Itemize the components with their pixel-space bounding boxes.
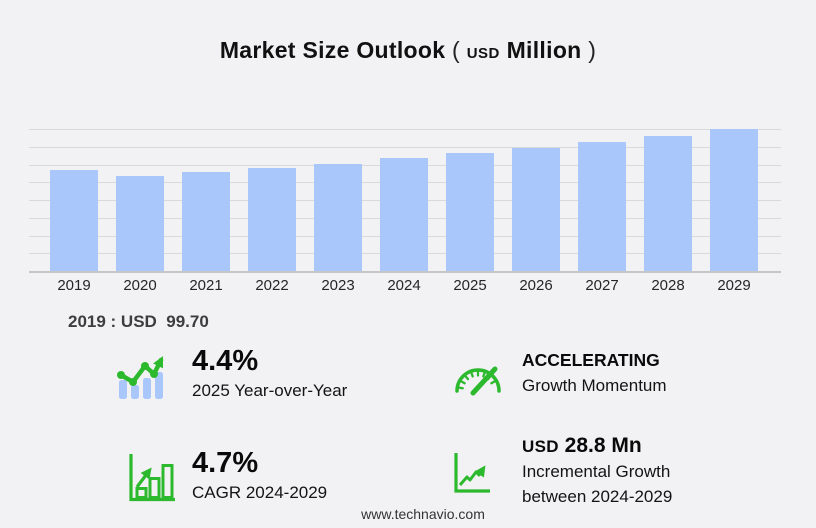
page-title: Market Size Outlook ( USD Million ) <box>0 37 816 64</box>
stat-incremental-growth: USD 28.8 Mn Incremental Growth between 2… <box>452 434 672 509</box>
bar-2021 <box>182 172 230 271</box>
title-main: Market Size Outlook <box>219 37 446 63</box>
incremental-label-line1: Incremental Growth <box>522 462 671 482</box>
x-tick-label: 2023 <box>321 277 355 294</box>
stat-cagr: 4.7% CAGR 2024-2029 <box>124 448 327 506</box>
cagr-label: CAGR 2024-2029 <box>192 483 328 503</box>
gridline <box>29 129 781 130</box>
bar-2026 <box>512 148 560 271</box>
x-tick-label: 2024 <box>387 277 421 294</box>
momentum-label: Growth Momentum <box>522 376 667 395</box>
bar-2022 <box>248 168 296 271</box>
yoy-label: 2025 Year-over-Year <box>192 381 348 401</box>
x-tick-label: 2019 <box>57 277 91 294</box>
incremental-value-prefix: USD <box>522 437 559 456</box>
base-year-value-annotation: 2019 : USD 99.70 <box>68 312 209 331</box>
line-graph-arrow-icon <box>454 452 490 493</box>
x-tick-label: 2029 <box>717 277 751 294</box>
incremental-value-main: 28.8 Mn <box>564 434 642 457</box>
x-tick-label: 2027 <box>585 277 619 294</box>
incremental-value: USD 28.8 Mn <box>522 434 672 458</box>
x-axis-labels: 2019 2020 2021 2022 2023 2024 2025 2026 2027 2028… <box>29 277 781 297</box>
bar-chart-trend-up-icon <box>117 356 164 400</box>
bar-2023 <box>314 164 362 271</box>
website-watermark: www.technavio.com <box>361 506 485 522</box>
bar-2028 <box>644 136 692 271</box>
x-tick-label: 2021 <box>189 277 223 294</box>
yoy-value: 4.4% <box>192 345 259 377</box>
bar-2019 <box>50 170 98 271</box>
title-unit: Million <box>506 37 582 63</box>
x-tick-label: 2028 <box>651 277 685 294</box>
bar-2027 <box>578 142 626 271</box>
framed-growth-chart-icon <box>129 454 175 502</box>
title-currency: USD <box>466 45 500 62</box>
bar-2024 <box>380 158 428 271</box>
title-paren-close: ) <box>588 37 597 63</box>
cagr-value: 4.7% <box>192 447 259 479</box>
x-tick-label: 2026 <box>519 277 553 294</box>
stat-growth-momentum: ACCELERATING Growth Momentum <box>452 350 667 399</box>
speedometer-icon <box>455 366 501 396</box>
x-tick-label: 2022 <box>255 277 289 294</box>
bar-2025 <box>446 153 494 271</box>
plot-area <box>29 129 781 273</box>
stat-year-over-year: 4.4% 2025 Year-over-Year <box>116 346 347 404</box>
bar-2029 <box>710 129 758 271</box>
title-paren-open: ( <box>452 37 461 63</box>
x-tick-label: 2025 <box>453 277 487 294</box>
momentum-value: ACCELERATING <box>522 350 660 370</box>
x-tick-label: 2020 <box>123 277 157 294</box>
bar-2020 <box>116 176 164 271</box>
incremental-label-line2: between 2024-2029 <box>522 486 673 506</box>
gridline <box>29 146 781 148</box>
